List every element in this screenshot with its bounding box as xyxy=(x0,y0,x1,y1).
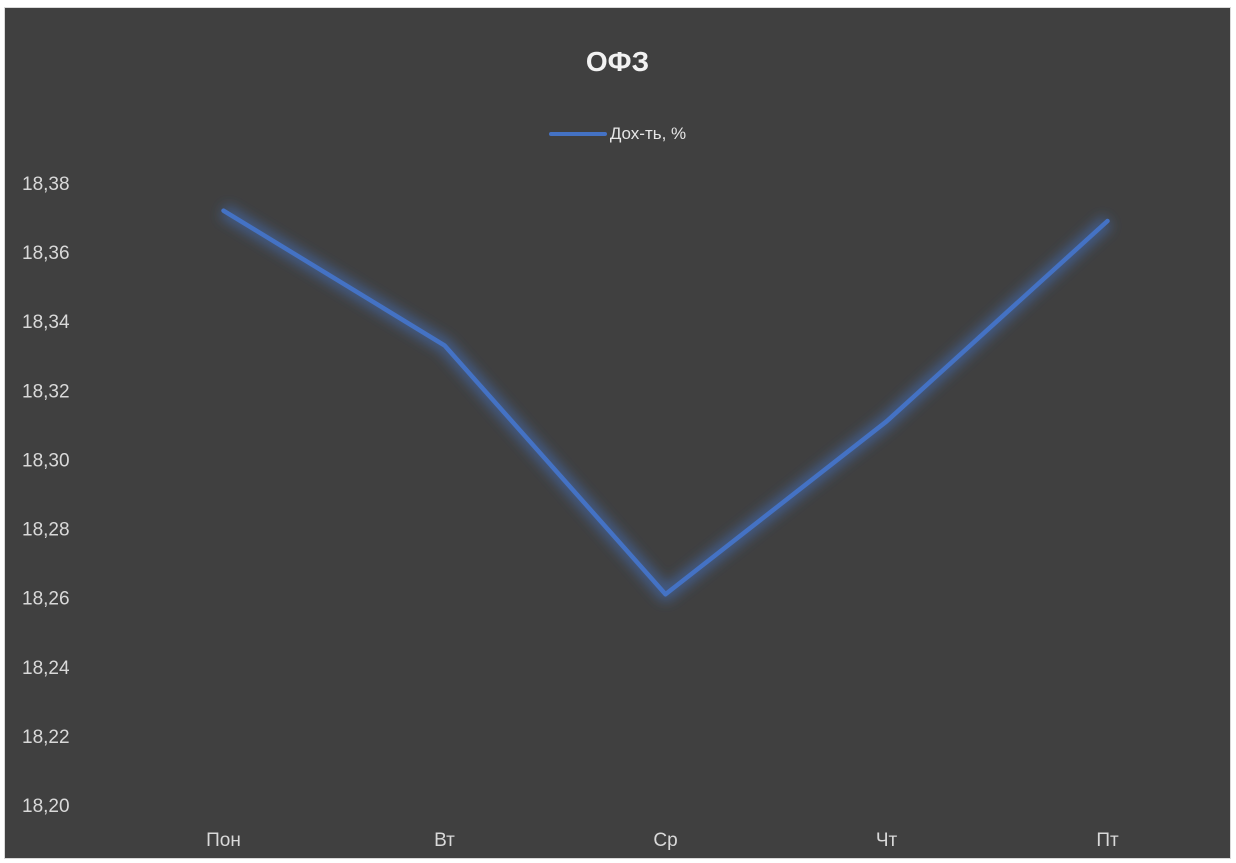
series-line xyxy=(221,208,1110,597)
y-tick-label: 18,26 xyxy=(22,589,70,610)
y-tick-label: 18,32 xyxy=(22,381,70,402)
x-tick-label: Ср xyxy=(653,830,677,851)
x-tick-label: Пон xyxy=(206,830,241,851)
x-tick-label: Вт xyxy=(434,830,455,851)
y-tick-label: 18,36 xyxy=(22,243,70,264)
legend-swatch xyxy=(548,132,607,136)
chart-title: ОФЗ xyxy=(585,46,650,77)
y-tick-label: 18,24 xyxy=(22,658,70,679)
legend-label: Дох-ть, % xyxy=(609,124,687,143)
series-line-glow xyxy=(219,204,1113,602)
chart-area: ОФЗ Дох-ть, % 18,20 18,22 18,24 18,26 18,28 1… xyxy=(4,7,1231,859)
y-tick-label: 18,38 xyxy=(22,174,70,195)
y-tick-label: 18,20 xyxy=(22,796,70,817)
x-tick-label: Пт xyxy=(1096,830,1119,851)
y-tick-label: 18,28 xyxy=(22,520,70,541)
y-tick-label: 18,34 xyxy=(22,312,70,333)
y-tick-label: 18,22 xyxy=(22,727,70,748)
plot-area: 18,20 18,22 18,24 18,26 18,28 18,30 18,32 18,34… xyxy=(22,174,1119,851)
y-tick-label: 18,30 xyxy=(22,450,70,471)
x-tick-label: Чт xyxy=(876,830,898,851)
legend: Дох-ть, % xyxy=(5,124,1230,144)
